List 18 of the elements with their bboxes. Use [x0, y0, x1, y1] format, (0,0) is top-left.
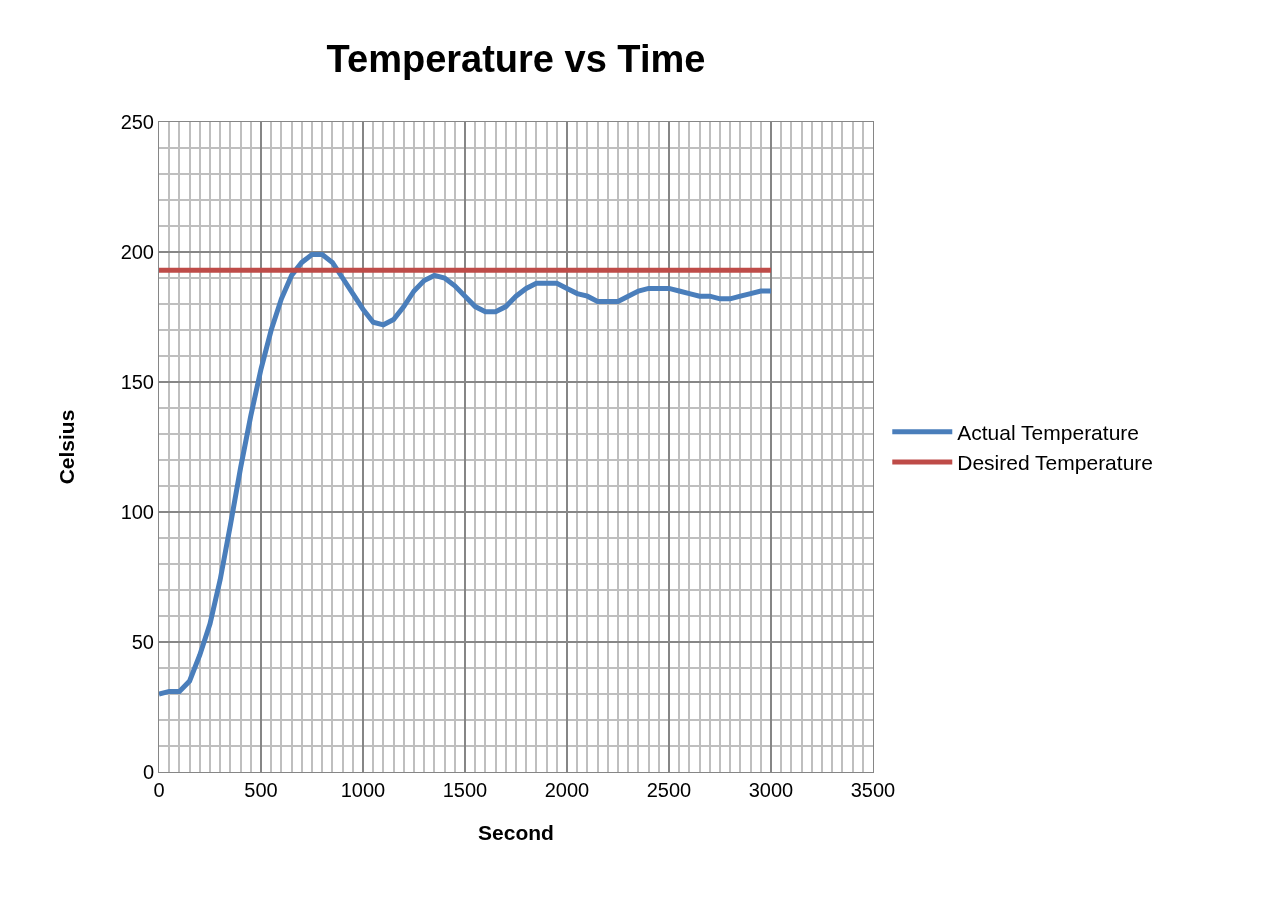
x-tick-label: 3000 [748, 779, 794, 801]
x-tick-label: 3500 [850, 779, 896, 801]
x-tick-label: 2000 [544, 779, 590, 801]
legend-label: Desired Temperature [957, 451, 1153, 475]
y-tick-label: 0 [142, 761, 154, 783]
x-tick-label: 1500 [442, 779, 488, 801]
x-tick-label: 500 [244, 779, 278, 801]
y-axis-title: Celsius [54, 409, 78, 485]
y-tick-label: 100 [120, 501, 154, 523]
x-tick-label: 2500 [646, 779, 692, 801]
y-tick-label: 50 [131, 631, 154, 653]
chart-title: Temperature vs Time [326, 38, 706, 81]
x-tick-label: 1000 [340, 779, 386, 801]
y-tick-label: 250 [120, 111, 154, 133]
y-tick-label: 200 [120, 241, 154, 263]
x-axis-title: Second [478, 821, 554, 845]
legend-label: Actual Temperature [957, 420, 1139, 444]
y-tick-label: 150 [120, 371, 154, 393]
